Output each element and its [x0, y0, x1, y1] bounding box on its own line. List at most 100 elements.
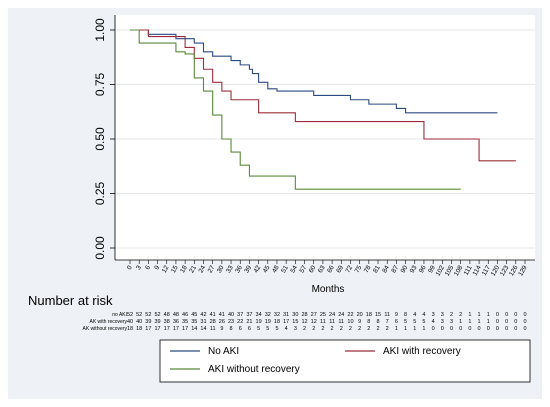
y-tick-label: 1.00	[93, 18, 107, 42]
risk-count: 52	[154, 312, 160, 318]
x-tick-label: 87	[390, 264, 400, 274]
x-tick-label: 3	[135, 264, 143, 271]
risk-count: 48	[164, 312, 170, 318]
risk-table-title: Number at risk	[28, 293, 113, 308]
risk-count: 0	[523, 326, 526, 332]
x-tick-label: 126	[508, 264, 520, 277]
risk-count: 0	[468, 326, 471, 332]
risk-count: 2	[349, 326, 352, 332]
legend-box	[159, 339, 531, 383]
risk-count: 1	[459, 319, 462, 325]
risk-row-label: AK without recovery	[83, 326, 128, 332]
x-tick-label: 96	[418, 264, 428, 274]
x-tick-label: 12	[161, 264, 171, 274]
risk-count: 18	[136, 326, 142, 332]
x-tick-label: 30	[216, 264, 226, 274]
x-tick-label: 99	[427, 264, 437, 274]
risk-count: 20	[357, 312, 363, 318]
risk-count: 3	[441, 312, 444, 318]
x-tick-label: 75	[354, 264, 364, 274]
risk-count: 2	[331, 326, 334, 332]
risk-count: 1	[487, 319, 490, 325]
x-tick-label: 66	[326, 264, 336, 274]
risk-count: 41	[210, 312, 216, 318]
risk-count: 41	[219, 312, 225, 318]
risk-count: 17	[145, 326, 151, 332]
risk-count: 0	[441, 326, 444, 332]
risk-count: 4	[422, 312, 425, 318]
x-tick-label: 54	[289, 264, 299, 274]
risk-count: 1	[395, 326, 398, 332]
risk-count: 10	[347, 319, 353, 325]
risk-count: 9	[358, 319, 361, 325]
risk-count: 9	[220, 326, 223, 332]
risk-count: 52	[127, 312, 133, 318]
risk-count: 2	[459, 312, 462, 318]
km-curve-2	[130, 29, 516, 162]
risk-count: 38	[164, 319, 170, 325]
x-tick-label: 108	[453, 264, 465, 277]
legend-label: AKI with recovery	[383, 346, 461, 357]
risk-count: 14	[191, 326, 197, 332]
risk-count: 17	[173, 326, 179, 332]
risk-count: 3	[450, 319, 453, 325]
y-tick-label: 0.00	[93, 236, 107, 260]
risk-count: 11	[210, 326, 216, 332]
risk-count: 11	[384, 312, 390, 318]
risk-count: 0	[505, 326, 508, 332]
risk-count: 1	[478, 319, 481, 325]
x-axis-label: Months	[312, 284, 345, 295]
risk-count: 8	[230, 326, 233, 332]
km-curve-1	[130, 29, 498, 114]
risk-count: 46	[182, 312, 188, 318]
y-tick-label: 0.50	[93, 127, 107, 151]
risk-count: 40	[136, 319, 142, 325]
risk-count: 8	[367, 319, 370, 325]
risk-count: 42	[200, 312, 206, 318]
risk-count: 27	[311, 312, 317, 318]
risk-count: 2	[450, 312, 453, 318]
risk-count: 3	[432, 312, 435, 318]
risk-count: 1	[478, 312, 481, 318]
risk-count: 2	[312, 326, 315, 332]
x-tick-label: 111	[463, 264, 474, 276]
risk-count: 1	[468, 312, 471, 318]
risk-count: 45	[191, 312, 197, 318]
x-tick-label: 36	[234, 264, 244, 274]
risk-count: 0	[505, 312, 508, 318]
x-tick-label: 15	[170, 264, 180, 274]
risk-count: 18	[274, 319, 280, 325]
risk-count: 1	[487, 312, 490, 318]
risk-count: 9	[395, 312, 398, 318]
x-tick-label: 6	[144, 264, 152, 271]
risk-count: 1	[404, 326, 407, 332]
risk-count: 21	[246, 319, 252, 325]
x-tick-label: 117	[481, 264, 492, 277]
risk-row-label: no AKI	[112, 312, 127, 318]
risk-count: 19	[256, 319, 262, 325]
x-tick-label: 114	[472, 264, 483, 277]
x-tick-label: 57	[299, 264, 309, 274]
y-tick-label: 0.25	[93, 181, 107, 205]
risk-count: 26	[219, 319, 225, 325]
y-tick-labels: 0.00 0.25 0.50 0.75 1.00	[93, 18, 107, 260]
risk-count: 0	[514, 319, 517, 325]
x-tick-label: 63	[317, 264, 327, 274]
x-tick-label: 51	[280, 264, 290, 274]
risk-count: 0	[496, 312, 499, 318]
risk-count: 14	[200, 326, 206, 332]
x-tick-label: 81	[372, 264, 382, 274]
x-tick-label: 24	[198, 264, 208, 274]
risk-count: 18	[127, 326, 133, 332]
risk-count: 31	[200, 319, 206, 325]
risk-count: 0	[450, 326, 453, 332]
risk-count: 4	[285, 326, 288, 332]
risk-table: no AKI 52 52 52 52 48 48 46 45 42 41 41 40 37 37 34 32 32…	[83, 312, 527, 332]
x-tick-label: 120	[490, 264, 502, 277]
x-tick-label: 69	[335, 264, 345, 274]
risk-count: 4	[432, 319, 435, 325]
risk-count: 0	[459, 326, 462, 332]
x-tick-label: 0	[126, 264, 134, 271]
